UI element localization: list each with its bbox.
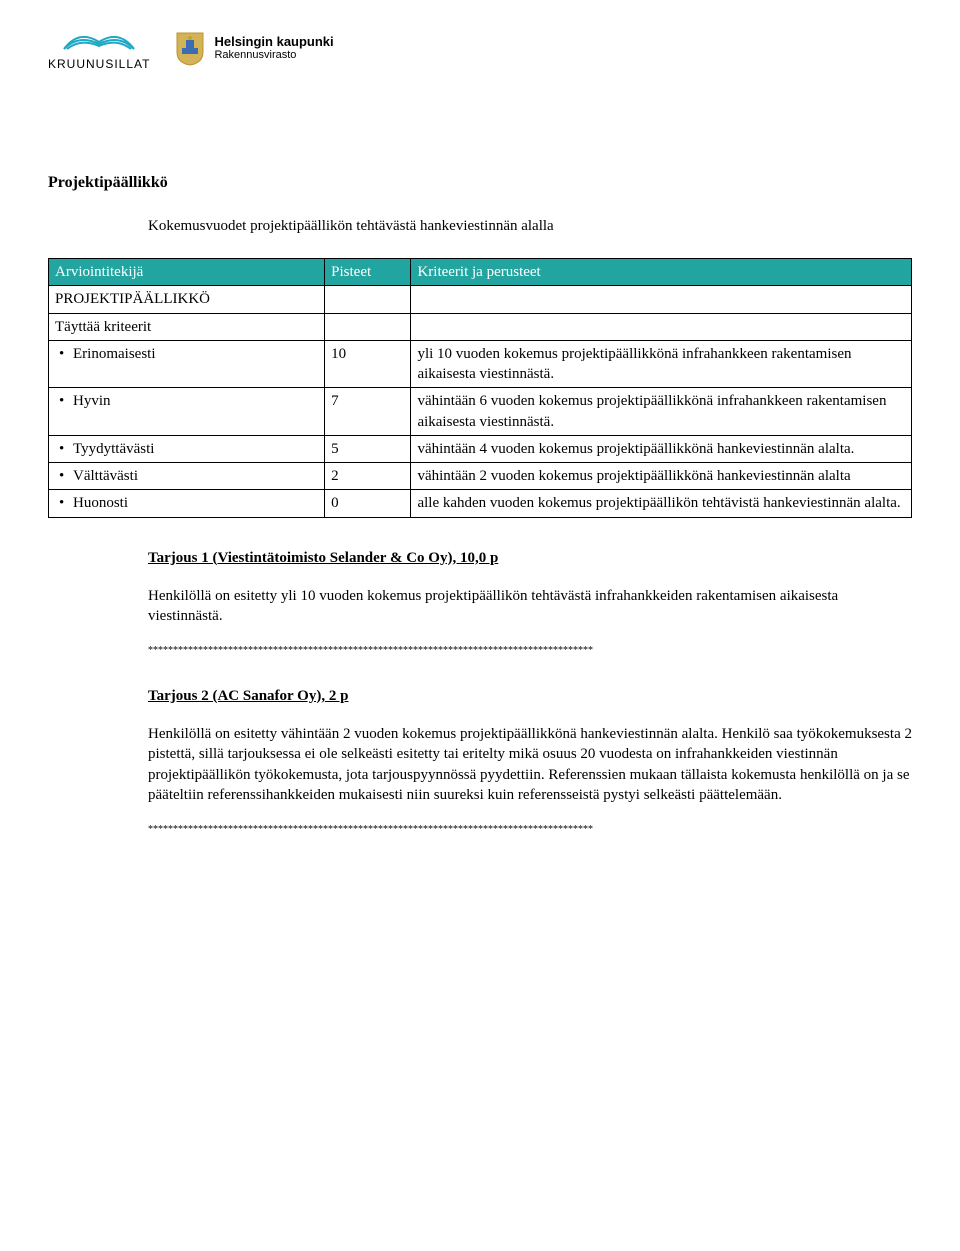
bullet-icon: • — [59, 391, 73, 411]
table-row: •Välttävästi2vähintään 2 vuoden kokemus … — [49, 463, 912, 490]
helsinki-line2: Rakennusvirasto — [214, 49, 333, 62]
helsinki-crest-icon — [174, 30, 206, 66]
row-label: •Tyydyttävästi — [49, 435, 325, 462]
row-criteria: vähintään 4 vuoden kokemus projektipääll… — [411, 435, 912, 462]
row-points: 7 — [325, 388, 411, 436]
table-row: •Tyydyttävästi5vähintään 4 vuoden kokemu… — [49, 435, 912, 462]
bullet-icon: • — [59, 439, 73, 459]
tarjous1-heading: Tarjous 1 (Viestintätoimisto Selander & … — [148, 548, 912, 568]
table-row: •Huonosti0alle kahden vuoden kokemus pro… — [49, 490, 912, 517]
table-row: Täyttää kriteerit — [49, 313, 912, 340]
header-logos: KRUUNUSILLAT Helsingin kaupunki Rakennus… — [48, 24, 912, 72]
tarjous2-heading: Tarjous 2 (AC Sanafor Oy), 2 p — [148, 686, 912, 706]
table-row: •Erinomaisesti10yli 10 vuoden kokemus pr… — [49, 340, 912, 388]
row-criteria: vähintään 6 vuoden kokemus projektipääll… — [411, 388, 912, 436]
row-label: •Välttävästi — [49, 463, 325, 490]
row-points: 0 — [325, 490, 411, 517]
helsinki-line1: Helsingin kaupunki — [214, 34, 333, 50]
col-header-points: Pisteet — [325, 259, 411, 286]
kruunusillat-logo: KRUUNUSILLAT — [48, 24, 150, 72]
row-label: PROJEKTIPÄÄLLIKKÖ — [49, 286, 325, 313]
criteria-table: Arviointitekijä Pisteet Kriteerit ja per… — [48, 258, 912, 518]
row-criteria: alle kahden vuoden kokemus projektipääll… — [411, 490, 912, 517]
col-header-criteria: Kriteerit ja perusteet — [411, 259, 912, 286]
row-points — [325, 286, 411, 313]
separator1: ****************************************… — [148, 644, 912, 658]
bullet-icon: • — [59, 466, 73, 486]
row-points: 5 — [325, 435, 411, 462]
row-label: •Huonosti — [49, 490, 325, 517]
col-header-label: Arviointitekijä — [49, 259, 325, 286]
row-label: •Erinomaisesti — [49, 340, 325, 388]
table-body: PROJEKTIPÄÄLLIKKÖTäyttää kriteerit•Erino… — [49, 286, 912, 517]
table-row: PROJEKTIPÄÄLLIKKÖ — [49, 286, 912, 313]
tarjous2-body: Henkilöllä on esitetty vähintään 2 vuode… — [148, 724, 912, 805]
table-row: •Hyvin7vähintään 6 vuoden kokemus projek… — [49, 388, 912, 436]
bullet-icon: • — [59, 344, 73, 364]
row-label: •Hyvin — [49, 388, 325, 436]
bullet-icon: • — [59, 493, 73, 513]
row-points: 10 — [325, 340, 411, 388]
row-criteria: vähintään 2 vuoden kokemus projektipääll… — [411, 463, 912, 490]
section-title: Projektipäällikkö — [48, 172, 912, 194]
helsinki-logo-text: Helsingin kaupunki Rakennusvirasto — [214, 34, 333, 63]
kruunusillat-logo-text: KRUUNUSILLAT — [48, 56, 150, 72]
row-points: 2 — [325, 463, 411, 490]
row-points — [325, 313, 411, 340]
tarjous1-body: Henkilöllä on esitetty yli 10 vuoden kok… — [148, 586, 912, 627]
row-criteria — [411, 286, 912, 313]
row-criteria — [411, 313, 912, 340]
row-label: Täyttää kriteerit — [49, 313, 325, 340]
table-header-row: Arviointitekijä Pisteet Kriteerit ja per… — [49, 259, 912, 286]
helsinki-logo: Helsingin kaupunki Rakennusvirasto — [174, 30, 333, 66]
subtitle: Kokemusvuodet projektipäällikön tehtäväs… — [148, 216, 912, 236]
kruunusillat-icon — [59, 24, 139, 54]
separator2: ****************************************… — [148, 823, 912, 837]
row-criteria: yli 10 vuoden kokemus projektipäällikkön… — [411, 340, 912, 388]
